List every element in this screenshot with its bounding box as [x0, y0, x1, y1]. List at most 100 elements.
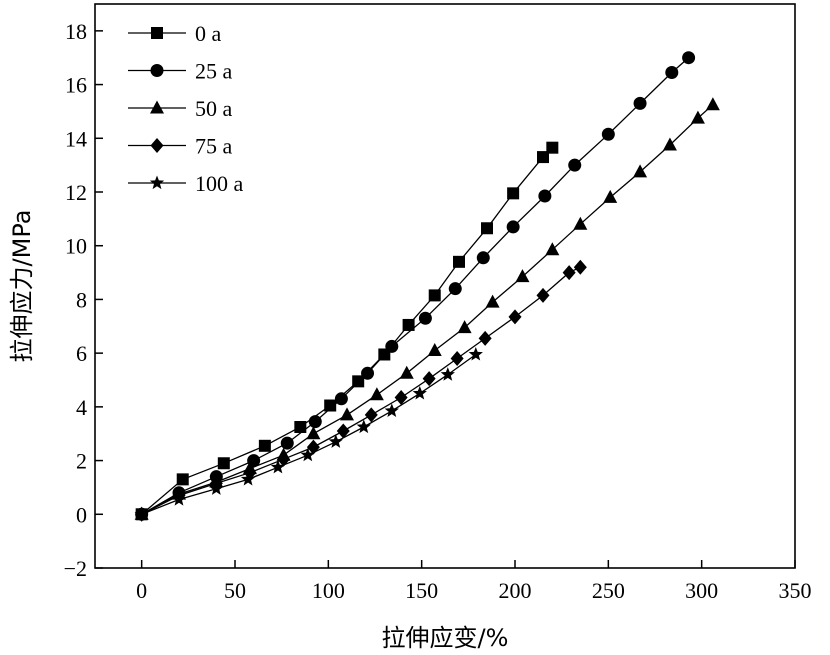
y-tick-label: 18: [65, 19, 87, 44]
data-point: [476, 251, 490, 265]
data-point: [448, 282, 462, 296]
data-point: [240, 471, 256, 486]
data-point: [538, 189, 552, 203]
data-point: [508, 309, 522, 325]
x-tick-label: 50: [224, 578, 246, 603]
data-point: [536, 287, 550, 303]
data-point: [481, 222, 493, 235]
data-point: [336, 423, 350, 439]
data-point: [453, 255, 465, 268]
legend-entry: 25 a: [128, 59, 233, 84]
legend-entry: 0 a: [128, 21, 222, 46]
data-point: [690, 110, 705, 124]
x-tick-label: 0: [136, 578, 147, 603]
legend-label: 75 a: [195, 134, 233, 159]
y-tick-label: 8: [76, 287, 87, 312]
data-point: [507, 187, 520, 200]
data-point: [294, 421, 307, 433]
data-point: [537, 151, 549, 164]
data-point: [440, 367, 455, 381]
data-point: [334, 392, 348, 406]
data-point: [450, 351, 464, 367]
series-line: [141, 353, 477, 515]
x-axis-title: 拉伸应变/%: [382, 624, 509, 652]
data-point: [478, 330, 492, 346]
legend-label: 0 a: [195, 21, 222, 46]
y-tick-label: 2: [76, 449, 87, 474]
data-point: [485, 294, 500, 308]
legend-marker: [149, 175, 165, 190]
data-point: [515, 269, 530, 283]
data-point: [546, 141, 559, 154]
data-point: [385, 339, 399, 353]
legend-marker: [151, 27, 163, 39]
data-point: [356, 419, 371, 434]
data-point: [209, 481, 224, 495]
data-point: [352, 375, 365, 388]
x-tick-label: 150: [405, 578, 438, 603]
data-point: [270, 459, 286, 474]
legend-entry: 50 a: [128, 96, 233, 121]
legend-label: 100 a: [195, 171, 244, 196]
y-tick-label: 0: [76, 502, 87, 527]
data-point: [682, 51, 696, 65]
data-point: [364, 407, 378, 423]
data-point: [662, 137, 677, 151]
data-point: [633, 96, 647, 110]
y-tick-label: 4: [76, 395, 87, 420]
data-point: [506, 220, 520, 234]
series-line: [141, 57, 690, 515]
legend: 0 a 25 a 50 a 75 a 100 a: [128, 21, 244, 196]
data-point: [573, 216, 588, 230]
series-2: [134, 97, 720, 520]
series-4: [134, 346, 483, 521]
x-tick-label: 100: [312, 578, 345, 603]
legend-marker: [150, 64, 164, 77]
data-point: [394, 389, 408, 405]
data-point: [418, 311, 432, 325]
data-point: [468, 346, 483, 361]
data-point: [171, 492, 187, 506]
data-point: [402, 318, 415, 331]
data-point: [427, 342, 442, 356]
data-point: [603, 189, 618, 203]
y-tick-label: 10: [65, 234, 87, 259]
data-point: [328, 434, 343, 448]
data-point: [176, 473, 189, 486]
data-point: [705, 97, 720, 111]
series-line: [141, 266, 581, 515]
data-point: [562, 265, 576, 281]
plot-frame: [94, 3, 796, 569]
y-tick-label: 16: [65, 73, 87, 98]
series-line: [141, 104, 714, 515]
legend-marker: [150, 138, 164, 153]
data-point: [601, 127, 615, 141]
data-point: [399, 365, 414, 379]
data-point: [300, 447, 315, 462]
data-point: [306, 426, 321, 440]
legend-entry: 100 a: [128, 171, 244, 196]
data-point: [277, 451, 291, 467]
data-point: [457, 320, 472, 334]
data-point: [568, 158, 582, 172]
data-point: [340, 407, 354, 421]
legend-label: 50 a: [195, 96, 233, 121]
data-point: [428, 289, 441, 302]
data-point: [324, 399, 337, 412]
data-point: [361, 366, 375, 380]
data-point: [545, 242, 560, 256]
legend-label: 25 a: [195, 59, 233, 84]
y-tick-label: 6: [76, 341, 87, 366]
x-tick-label: 300: [685, 578, 718, 603]
legend-entry: 75 a: [128, 134, 233, 159]
data-point: [369, 387, 384, 401]
data-point: [280, 436, 294, 450]
x-tick-label: 200: [499, 578, 532, 603]
data-point: [384, 403, 399, 417]
series-line: [141, 147, 553, 515]
data-point: [422, 371, 436, 387]
axis-ticks: 0 50 100 150 200 250 300 350 −2 0 2 4 6 8 10 12 14 16 18: [64, 19, 812, 603]
y-axis-title: 拉伸应力/MPa: [8, 210, 36, 363]
data-point: [633, 164, 648, 178]
